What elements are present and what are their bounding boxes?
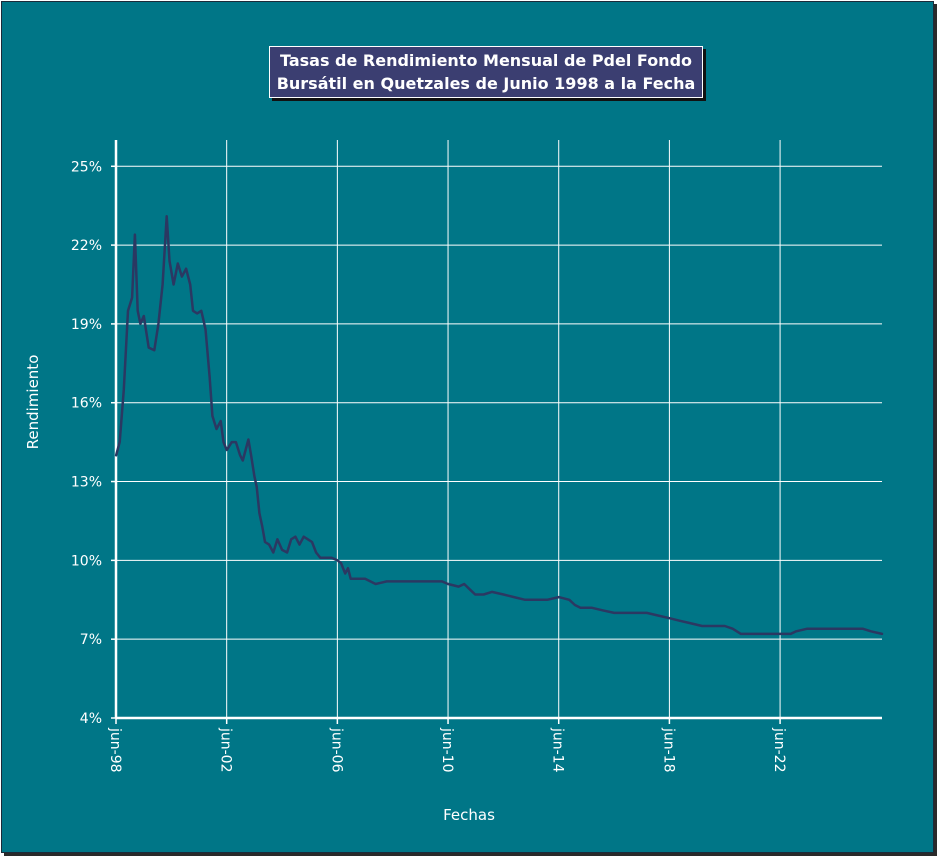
series-line — [114, 214, 884, 636]
chart-title-line-1: Tasas de Rendimiento Mensual de Pdel Fon… — [279, 51, 693, 70]
y-tick-label: 7% — [80, 632, 102, 648]
x-tick-label: jun-22 — [771, 727, 787, 773]
grid — [116, 140, 882, 718]
x-tick-label: jun-02 — [218, 727, 234, 773]
y-tick-labels: 4% 7% 10% 13% 16% 19% 22% 25% — [71, 159, 102, 727]
y-tick-label: 22% — [71, 238, 102, 254]
chart-title: Tasas de Rendimiento Mensual de Pdel Fon… — [269, 46, 703, 98]
y-tick-label: 25% — [71, 159, 102, 175]
x-axis-label: Fechas — [443, 806, 495, 824]
y-tick-label: 4% — [80, 711, 102, 727]
y-tick-label: 16% — [71, 396, 102, 412]
series-group — [114, 214, 884, 636]
chart-title-line-2: Bursátil en Quetzales de Junio 1998 a la… — [276, 74, 696, 93]
x-tick-labels: jun-98 jun-02 jun-06 jun-10 jun-14 jun-18 jun-… — [107, 727, 787, 773]
x-tick-label: jun-14 — [550, 727, 566, 773]
y-tick-label: 10% — [71, 553, 102, 569]
x-tick-label: jun-18 — [660, 727, 676, 773]
y-tick-label: 13% — [71, 475, 102, 491]
y-axis-label: Rendimiento — [24, 355, 42, 450]
axes — [111, 140, 882, 724]
x-tick-label: jun-98 — [107, 727, 123, 773]
y-tick-label: 19% — [71, 317, 102, 333]
x-tick-label: jun-10 — [439, 727, 455, 773]
x-tick-label: jun-06 — [328, 727, 344, 773]
